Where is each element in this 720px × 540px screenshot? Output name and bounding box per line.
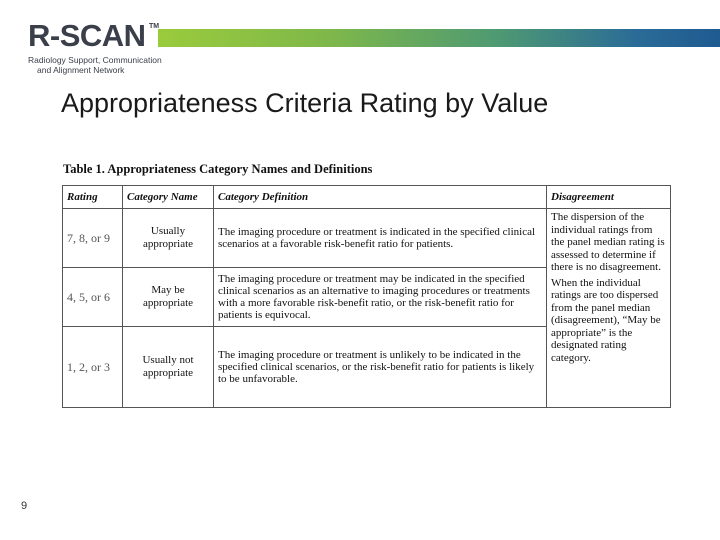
category-cell: Usually appropriate bbox=[122, 208, 214, 268]
definition-cell: The imaging procedure or treatment is un… bbox=[213, 326, 547, 408]
table-row: 4, 5, or 6 May be appropriate The imagin… bbox=[62, 267, 671, 327]
category-cell: May be appropriate bbox=[122, 267, 214, 327]
table-header-row: Rating Category Name Category Definition… bbox=[62, 185, 671, 209]
logo-tagline-line2: and Alignment Network bbox=[37, 65, 125, 75]
logo-tagline-line1: Radiology Support, Communication bbox=[28, 55, 162, 65]
disagreement-paragraph-2: When the individual ratings are too disp… bbox=[551, 276, 661, 364]
header-disagreement: Disagreement bbox=[546, 185, 671, 209]
logo-trademark: TM bbox=[149, 23, 160, 30]
rating-cell: 4, 5, or 6 bbox=[62, 267, 123, 327]
slide-title: Appropriateness Criteria Rating by Value bbox=[61, 88, 549, 118]
header-category-definition: Category Definition bbox=[213, 185, 547, 209]
header-gradient-bar bbox=[158, 29, 720, 47]
header-category-name: Category Name bbox=[122, 185, 214, 209]
logo-wordmark: R-SCAN bbox=[28, 18, 146, 53]
rating-cell: 7, 8, or 9 bbox=[62, 208, 123, 268]
table-row: 1, 2, or 3 Usually not appropriate The i… bbox=[62, 326, 671, 408]
category-cell: Usually not appropriate bbox=[122, 326, 214, 408]
header-rating: Rating bbox=[62, 185, 123, 209]
appropriateness-table: Rating Category Name Category Definition… bbox=[62, 185, 671, 408]
table-row: 7, 8, or 9 Usually appropriate The imagi… bbox=[62, 208, 671, 408]
definition-cell: The imaging procedure or treatment may b… bbox=[213, 267, 547, 327]
page-number: 9 bbox=[21, 500, 28, 512]
disagreement-paragraph-1: The dispersion of the individual ratings… bbox=[551, 211, 665, 273]
rating-cell: 1, 2, or 3 bbox=[62, 326, 123, 408]
logo-tagline: Radiology Support, Communication and Ali… bbox=[28, 55, 168, 75]
disagreement-cell: The dispersion of the individual ratings… bbox=[546, 208, 671, 408]
rscan-logo: R-SCAN TM Radiology Support, Communicati… bbox=[28, 20, 168, 90]
definition-cell: The imaging procedure or treatment is in… bbox=[213, 208, 547, 268]
table-caption: Table 1. Appropriateness Category Names … bbox=[63, 162, 373, 176]
